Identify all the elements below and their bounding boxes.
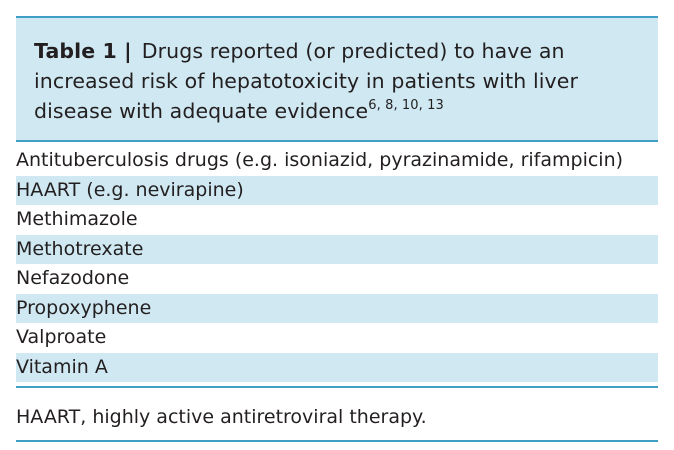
table-body: Antituberculosis drugs (e.g. isoniazid, … (16, 146, 658, 382)
table-row: Methotrexate (16, 234, 658, 264)
bottom-rule (16, 440, 658, 442)
top-rule (16, 16, 658, 18)
table-caption: Table 1 | Drugs reported (or predicted) t… (16, 18, 658, 140)
caption-rule (16, 140, 658, 142)
table-label: Table 1 | (34, 39, 132, 63)
table-row: Methimazole (16, 208, 138, 230)
body-rule (16, 386, 658, 388)
table-row: Vitamin A (16, 352, 658, 382)
caption-text: Drugs reported (or predicted) to have an… (34, 39, 579, 123)
table-row: HAART (e.g. nevirapine) (16, 175, 658, 205)
table-row: Valproate (16, 326, 107, 348)
table-row: Antituberculosis drugs (e.g. isoniazid, … (16, 149, 624, 171)
drug-table: Table 1 | Drugs reported (or predicted) t… (16, 16, 658, 442)
caption-references: 6, 8, 10, 13 (368, 98, 444, 113)
table-row: Propoxyphene (16, 293, 658, 323)
table-row: Nefazodone (16, 267, 130, 289)
table-footnote: HAART, highly active antiretroviral ther… (16, 406, 427, 428)
